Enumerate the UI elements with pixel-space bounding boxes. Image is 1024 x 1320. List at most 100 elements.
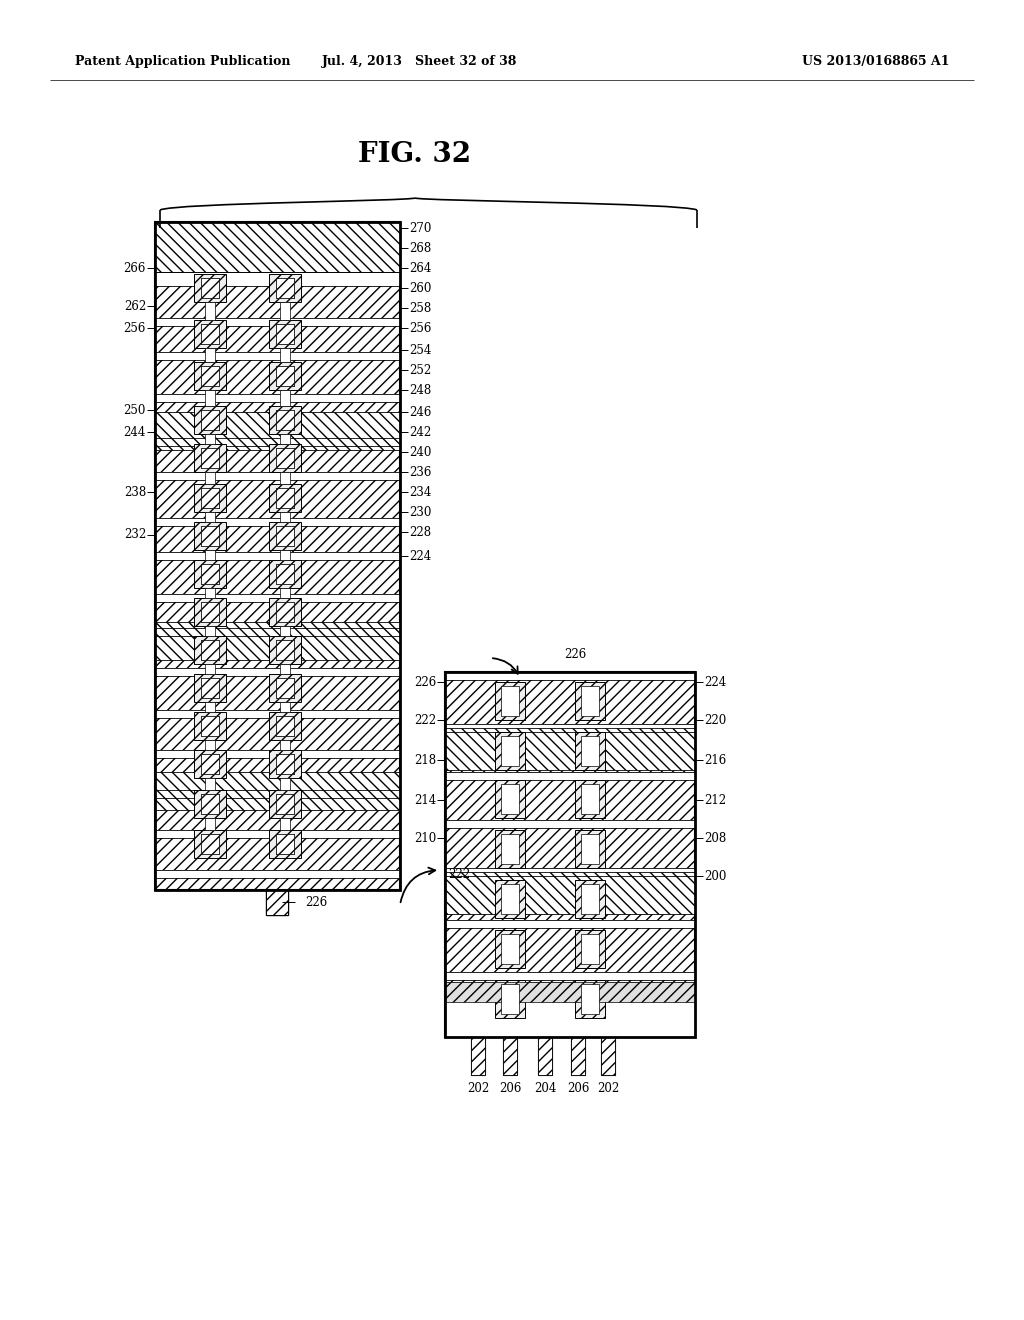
Bar <box>205 302 215 319</box>
Text: 224: 224 <box>409 549 431 562</box>
Bar <box>471 1038 485 1074</box>
Bar <box>205 626 215 636</box>
Bar <box>280 777 290 789</box>
Bar <box>201 366 219 385</box>
Bar <box>501 884 519 913</box>
Text: 254: 254 <box>409 343 431 356</box>
Bar <box>276 678 294 698</box>
Bar <box>276 488 294 508</box>
Bar <box>155 272 400 286</box>
Text: 238: 238 <box>124 486 146 499</box>
Text: Patent Application Publication: Patent Application Publication <box>75 55 291 69</box>
Text: 224: 224 <box>705 676 726 689</box>
Bar <box>276 640 294 660</box>
Bar <box>276 323 294 345</box>
Bar <box>276 715 294 737</box>
Text: 206: 206 <box>499 1082 521 1096</box>
Bar <box>194 275 226 302</box>
Bar <box>445 873 695 913</box>
Bar <box>155 318 400 326</box>
Bar <box>269 319 301 348</box>
Bar <box>201 447 219 469</box>
Bar <box>201 640 219 660</box>
Bar <box>194 560 226 587</box>
Bar <box>194 319 226 348</box>
Bar <box>503 1038 517 1074</box>
FancyArrowPatch shape <box>493 659 518 673</box>
Bar <box>201 323 219 345</box>
Bar <box>581 935 599 964</box>
Text: 250: 250 <box>124 404 146 417</box>
Bar <box>201 640 219 660</box>
FancyArrowPatch shape <box>400 867 435 903</box>
Text: 206: 206 <box>567 1082 589 1096</box>
Bar <box>501 935 519 964</box>
Bar <box>471 1038 485 1074</box>
Bar <box>501 737 519 766</box>
Bar <box>575 733 605 770</box>
Bar <box>276 754 294 774</box>
Bar <box>155 750 400 758</box>
Bar <box>276 602 294 622</box>
Bar <box>269 789 301 818</box>
Bar <box>201 834 219 854</box>
Bar <box>201 525 219 546</box>
Text: 220: 220 <box>705 714 726 726</box>
Text: Jul. 4, 2013   Sheet 32 of 38: Jul. 4, 2013 Sheet 32 of 38 <box>323 55 518 69</box>
Bar <box>266 890 288 915</box>
Bar <box>501 686 519 715</box>
Text: 244: 244 <box>124 425 146 438</box>
Bar <box>280 302 290 319</box>
Bar <box>280 434 290 444</box>
Bar <box>495 733 525 770</box>
Bar <box>575 880 605 917</box>
Text: 222: 222 <box>414 714 436 726</box>
Bar <box>276 411 294 430</box>
Bar <box>155 870 400 878</box>
Bar <box>495 830 525 869</box>
Bar <box>445 672 695 1038</box>
Bar <box>201 488 219 508</box>
Bar <box>445 972 695 979</box>
Bar <box>445 820 695 828</box>
Bar <box>194 521 226 550</box>
Bar <box>581 784 599 814</box>
Bar <box>205 702 215 711</box>
Bar <box>581 737 599 766</box>
Bar <box>276 447 294 469</box>
Text: 216: 216 <box>705 754 726 767</box>
Bar <box>155 830 400 838</box>
Bar <box>155 628 400 636</box>
Bar <box>155 710 400 718</box>
Bar <box>201 279 219 298</box>
Bar <box>201 447 219 469</box>
Bar <box>575 780 605 818</box>
Bar <box>495 682 525 719</box>
Text: 222: 222 <box>449 869 470 882</box>
Text: 212: 212 <box>705 793 726 807</box>
Text: US 2013/0168865 A1: US 2013/0168865 A1 <box>803 55 950 69</box>
Bar <box>201 754 219 774</box>
Text: 232: 232 <box>124 528 146 541</box>
Text: 200: 200 <box>705 870 726 883</box>
Bar <box>575 931 605 968</box>
Text: 234: 234 <box>409 486 431 499</box>
Text: 262: 262 <box>124 300 146 313</box>
Bar <box>276 715 294 737</box>
Bar <box>201 834 219 854</box>
Text: 266: 266 <box>124 261 146 275</box>
Bar <box>201 323 219 345</box>
Bar <box>581 884 599 913</box>
Bar <box>445 982 695 1002</box>
Bar <box>201 525 219 546</box>
Bar <box>571 1038 585 1074</box>
Bar <box>155 789 400 799</box>
Text: 256: 256 <box>124 322 146 334</box>
Bar <box>269 275 301 302</box>
Bar <box>155 552 400 560</box>
Text: 228: 228 <box>409 525 431 539</box>
Text: 242: 242 <box>409 425 431 438</box>
Bar <box>194 484 226 512</box>
Bar <box>205 389 215 407</box>
Bar <box>155 772 400 810</box>
